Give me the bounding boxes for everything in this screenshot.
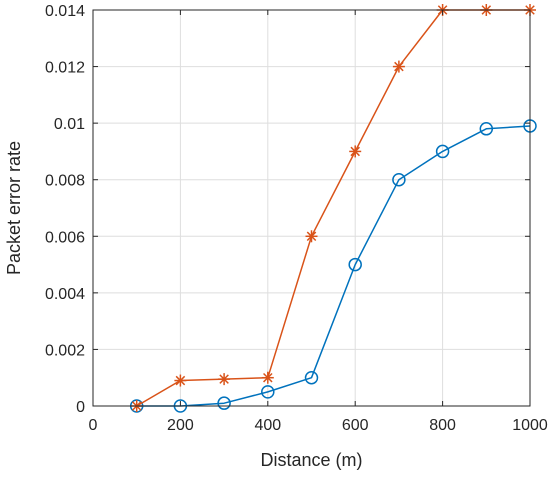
series-1 [129, 119, 537, 413]
data-point [392, 172, 406, 187]
data-point [348, 257, 362, 272]
x-tick-label: 1000 [512, 417, 548, 434]
x-tick-label: 400 [254, 417, 281, 434]
data-point [218, 373, 231, 386]
y-tick-label: 0 [76, 399, 85, 416]
data-point [392, 60, 405, 73]
x-tick-label: 200 [167, 417, 194, 434]
y-tick-label: 0.014 [45, 3, 85, 20]
y-tick-label: 0.01 [54, 116, 85, 133]
data-point [217, 396, 231, 410]
data-point [349, 145, 362, 158]
data-point [261, 385, 275, 399]
data-point [261, 371, 274, 384]
data-point [305, 230, 318, 243]
data-point [479, 122, 494, 136]
plot-area-border [92, 9, 531, 407]
data-point [174, 374, 187, 387]
y-tick-label: 0.012 [45, 60, 85, 77]
x-tick-label: 0 [89, 417, 98, 434]
x-tick-label: 600 [342, 417, 369, 434]
y-tick-label: 0.002 [45, 342, 85, 359]
x-axis-title: Distance (m) [260, 450, 362, 470]
series-line [136, 125, 531, 407]
data-point [304, 370, 319, 385]
x-tick-label: 800 [429, 417, 456, 434]
grid-lines [93, 10, 530, 406]
y-axis-title: Packet error rate [4, 141, 24, 275]
y-tick-label: 0.008 [45, 173, 85, 190]
y-tick-label: 0.006 [45, 229, 85, 246]
axis-ticks: 0 200 400 600 800 1000 0 0.002 0.004 0.006 0.008 0.… [45, 3, 548, 434]
data-point [435, 144, 450, 159]
y-tick-label: 0.004 [45, 286, 85, 303]
